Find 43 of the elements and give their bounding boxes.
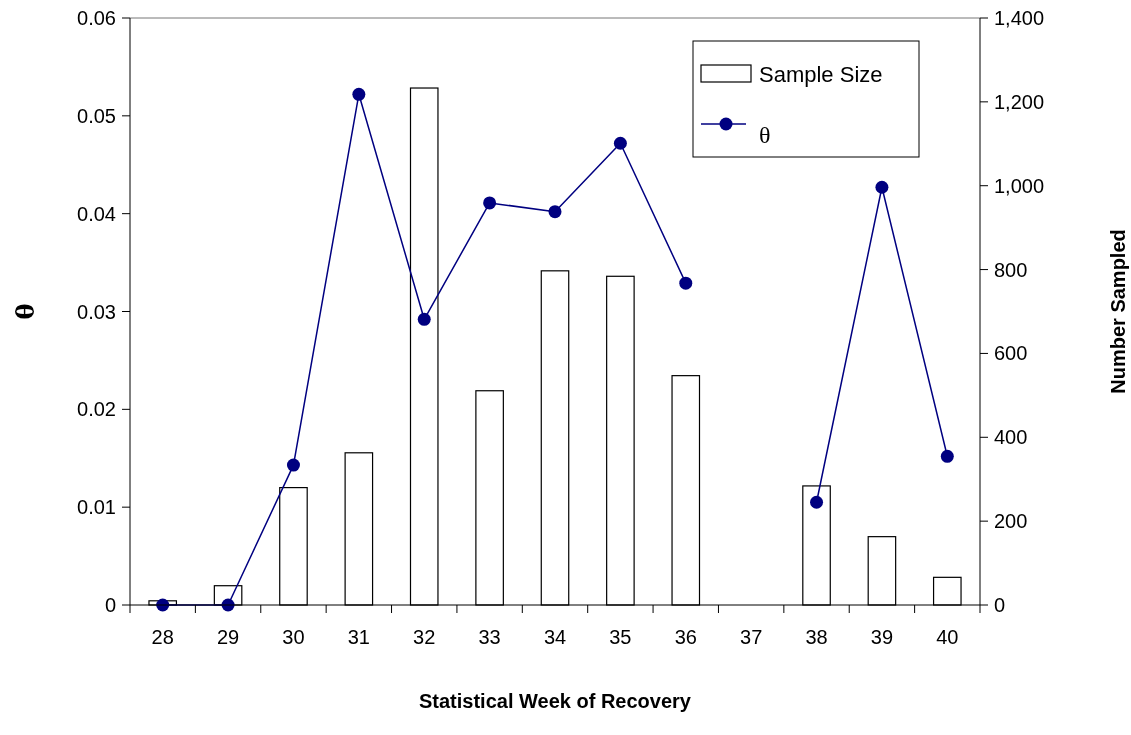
x-tick-label: 38: [805, 626, 828, 648]
y2-tick-label: 1,200: [994, 90, 1045, 113]
point: [352, 87, 366, 101]
y-tick-label: 0.06: [77, 7, 116, 29]
y2-tick-label: 1,400: [994, 7, 1045, 29]
point: [810, 495, 824, 509]
x-tick-label: 39: [870, 626, 894, 648]
y2-tick-label: 1,000: [994, 174, 1045, 197]
point: [875, 180, 889, 194]
point: [613, 136, 627, 150]
x-tick-label: 34: [543, 626, 567, 648]
point: [417, 312, 431, 326]
y-tick-label: 0.05: [77, 104, 116, 127]
y-tick-label: 0.01: [77, 496, 116, 519]
y-tick-label: 0: [104, 594, 116, 616]
x-tick-label: 33: [478, 626, 501, 648]
y2-tick-label: 800: [994, 258, 1028, 281]
x-tick-label: 36: [674, 626, 697, 648]
y-tick-label: 0.04: [77, 202, 116, 225]
point: [940, 449, 954, 463]
y2-tick-label: 0: [994, 594, 1006, 616]
x-tick-label: 35: [609, 626, 632, 648]
y2-tick-label: 200: [994, 510, 1028, 533]
y-axis-title: θ: [11, 303, 40, 320]
x-tick-label: 37: [740, 626, 763, 648]
x-tick-label: 29: [216, 626, 240, 648]
x-tick-label: 40: [936, 626, 959, 648]
point: [679, 276, 693, 290]
x-tick-label: 30: [282, 626, 305, 648]
point: [483, 196, 497, 210]
x-tick-label: 31: [347, 626, 370, 648]
y2-axis-title: Number Sampled: [1107, 229, 1129, 394]
y2-tick-label: 600: [994, 342, 1028, 365]
y2-tick-label: 400: [994, 426, 1028, 449]
y-tick-label: 0.02: [77, 398, 116, 421]
point: [286, 458, 300, 472]
point: [548, 205, 562, 219]
x-axis-title: Statistical Week of Recovery: [419, 690, 692, 712]
x-tick-label: 28: [151, 626, 174, 648]
legend-label: θ: [759, 122, 771, 149]
y-tick-label: 0.03: [77, 300, 116, 323]
x-tick-label: 32: [413, 626, 436, 648]
legend-label: Sample Size: [759, 61, 883, 87]
